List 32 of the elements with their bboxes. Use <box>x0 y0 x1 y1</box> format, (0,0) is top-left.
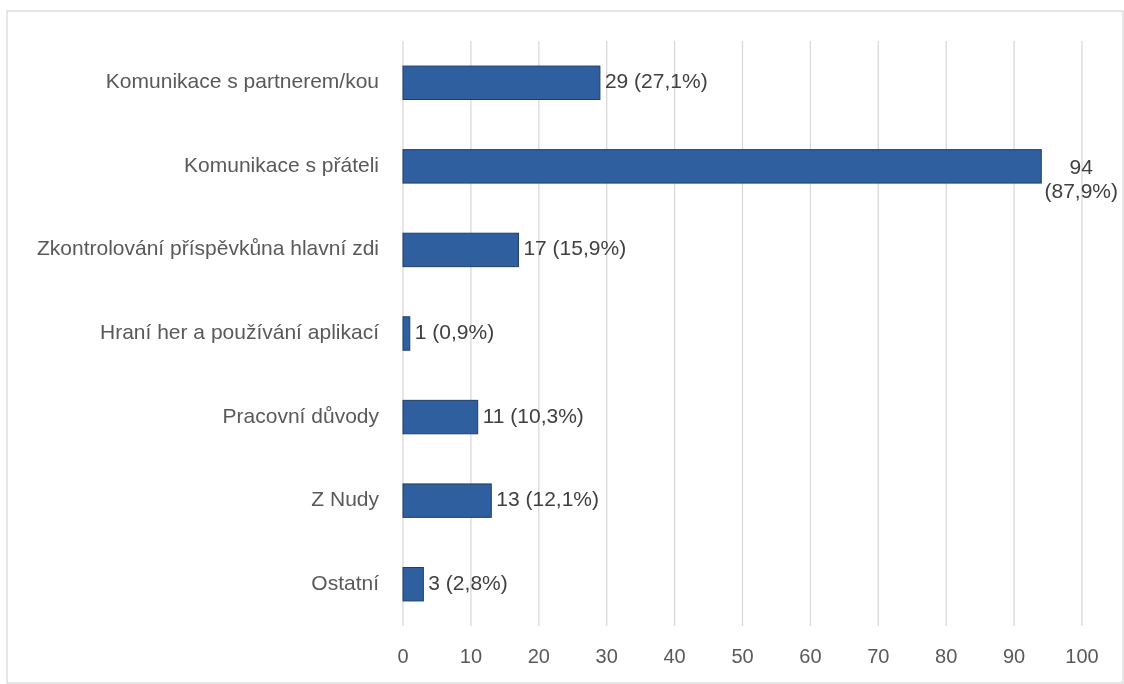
y-tick-label: Pracovní důvody <box>222 403 380 427</box>
x-tick-label: 80 <box>935 645 958 668</box>
bar <box>402 232 519 268</box>
x-tick-label: 60 <box>799 645 822 668</box>
y-tick-label: Komunikace s přáteli <box>184 152 379 176</box>
y-tick-label: Hraní her a používání aplikací <box>100 320 380 344</box>
data-label: 3 (2,8%) <box>428 570 508 594</box>
data-label: 94 (87,9%) <box>1044 154 1118 202</box>
y-tick-label: Zkontrolování příspěvkůna hlavní zdi <box>36 236 379 260</box>
y-tick-label: Z Nudy <box>311 487 380 511</box>
bar <box>402 567 424 602</box>
data-label: 11 (10,3%) <box>482 403 584 427</box>
y-tick-label: Ostatní <box>311 570 380 594</box>
data-label: 29 (27,1%) <box>604 69 708 93</box>
x-tick-label: 50 <box>731 645 754 668</box>
data-label: 17 (15,9%) <box>523 236 627 260</box>
x-tick-label: 100 <box>1065 645 1099 668</box>
data-label: 1 (0,9%) <box>414 320 495 344</box>
x-tick-label: 30 <box>595 645 618 668</box>
data-label: 13 (12,1%) <box>496 487 599 511</box>
bar <box>402 316 411 351</box>
bar <box>402 65 601 100</box>
x-tick-label: 70 <box>867 645 890 668</box>
x-tick-label: 0 <box>397 645 409 668</box>
bar <box>402 399 479 435</box>
x-tick-label: 40 <box>663 645 686 668</box>
bar <box>402 483 492 518</box>
x-tick-label: 20 <box>527 645 550 668</box>
x-tick-label: 90 <box>1002 645 1026 668</box>
x-tick-label: 10 <box>459 645 483 668</box>
y-tick-label: Komunikace s partnerem/kou <box>105 69 379 93</box>
bar <box>402 149 1042 184</box>
